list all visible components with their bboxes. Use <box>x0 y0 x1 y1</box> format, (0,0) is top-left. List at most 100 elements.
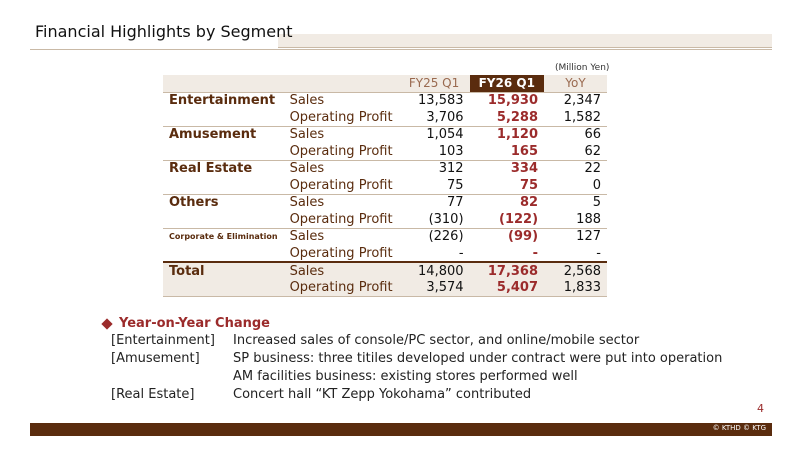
segment-table: FY25 Q1 FY26 Q1 YoY Entertainment Sales … <box>163 75 607 297</box>
row-item: Operating Profit <box>289 245 393 261</box>
cell-fy26: - <box>532 245 539 261</box>
notes-heading: Year-on-Year Change <box>119 316 270 331</box>
cell-fy26: (99) <box>469 227 545 245</box>
note-tag: [Entertainment] <box>111 333 215 348</box>
cell-yoy: 66 <box>544 125 607 143</box>
header-blank <box>163 75 399 92</box>
cell-fy25: 77 <box>398 193 470 211</box>
cell-yoy: 22 <box>544 159 607 177</box>
header-fy25: FY25 Q1 <box>398 75 470 92</box>
cell-fy26: 165 <box>510 143 539 159</box>
diamond-bullet-icon <box>101 317 113 330</box>
note-tag <box>103 368 233 385</box>
cell-yoy: - <box>596 245 601 261</box>
table-row: Amusement Sales 1,054 1,120 66 <box>163 125 607 143</box>
segment-name-blank <box>163 109 284 126</box>
segment-name: Corporate & Elimination <box>163 227 284 245</box>
note-text: Concert hall “KT Zepp Yokohama” contribu… <box>233 387 532 402</box>
row-item: Operating Profit <box>289 177 393 193</box>
row-item: Sales <box>283 193 399 211</box>
table-row: Operating Profit - - - <box>163 245 607 262</box>
cell-fy26: 82 <box>469 193 545 211</box>
cell-fy25: 3,574 <box>398 279 470 297</box>
cell-fy25: 1,054 <box>398 125 470 143</box>
segment-name-blank <box>163 143 284 160</box>
cell-fy26: 15,930 <box>469 91 545 109</box>
cell-fy26: 75 <box>519 177 539 193</box>
header-fy26: FY26 Q1 <box>469 75 545 92</box>
page-title: Financial Highlights by Segment <box>35 22 293 41</box>
table-row: Real Estate Sales 312 334 22 <box>163 159 607 177</box>
copyright: © KTHD © KTG <box>712 424 766 432</box>
footer-bar: © KTHD © KTG <box>30 423 772 436</box>
note-item: [Amusement] SP business: three titiles d… <box>103 350 722 367</box>
table-row: Operating Profit 3,706 5,288 1,582 <box>163 109 607 126</box>
table-row: Operating Profit 3,574 5,407 1,833 <box>163 279 607 297</box>
cell-yoy: 2,568 <box>544 261 607 279</box>
cell-yoy: 5 <box>544 193 607 211</box>
cell-yoy: 1,582 <box>563 109 601 125</box>
cell-fy26: 17,368 <box>469 261 545 279</box>
segment-name: Real Estate <box>163 159 284 177</box>
row-item: Operating Profit <box>289 211 393 227</box>
row-item: Operating Profit <box>289 109 393 125</box>
segment-name: Entertainment <box>163 91 284 109</box>
table-row: Total Sales 14,800 17,368 2,568 <box>163 261 607 279</box>
table-row: Corporate & Elimination Sales (226) (99)… <box>163 227 607 245</box>
segment-name-blank <box>163 245 284 262</box>
cell-yoy: 127 <box>544 227 607 245</box>
header-yoy: YoY <box>544 75 607 92</box>
cell-fy25: 312 <box>398 159 470 177</box>
unit-label: (Million Yen) <box>555 63 610 73</box>
cell-yoy: 62 <box>584 143 601 159</box>
segment-name-blank <box>163 211 284 228</box>
row-item: Operating Profit <box>283 279 399 297</box>
row-item: Operating Profit <box>289 143 393 159</box>
cell-yoy: 0 <box>592 177 601 193</box>
cell-fy25: 75 <box>446 177 464 193</box>
cell-fy26: 1,120 <box>469 125 545 143</box>
note-item: AM facilities business: existing stores … <box>103 368 722 385</box>
cell-fy26: (122) <box>499 211 539 227</box>
cell-fy26: 5,407 <box>469 279 545 297</box>
table-row: Operating Profit 103 165 62 <box>163 143 607 160</box>
cell-fy26: 334 <box>469 159 545 177</box>
note-text: Increased sales of console/PC sector, an… <box>233 333 640 348</box>
segment-name: Others <box>163 193 284 211</box>
title-bar <box>278 34 772 48</box>
cell-fy25: (226) <box>398 227 470 245</box>
cell-fy25: 13,583 <box>398 91 470 109</box>
cell-yoy: 2,347 <box>544 91 607 109</box>
page-number: 4 <box>757 402 764 415</box>
yoy-notes: Year-on-Year Change [Entertainment] Incr… <box>101 316 722 403</box>
note-tag: [Amusement] <box>111 351 200 366</box>
row-item: Sales <box>283 159 399 177</box>
note-tag: [Real Estate] <box>111 387 195 402</box>
table-header-row: FY25 Q1 FY26 Q1 YoY <box>163 75 607 92</box>
note-text: AM facilities business: existing stores … <box>233 369 578 384</box>
row-item: Sales <box>283 125 399 143</box>
segment-name-blank <box>163 279 284 297</box>
segment-name: Amusement <box>163 125 284 143</box>
cell-fy25: - <box>458 245 464 261</box>
cell-fy25: (310) <box>428 211 464 227</box>
note-item: [Real Estate] Concert hall “KT Zepp Yoko… <box>103 386 722 403</box>
table-row: Others Sales 77 82 5 <box>163 193 607 211</box>
cell-fy25: 103 <box>438 143 464 159</box>
table-row: Operating Profit (310) (122) 188 <box>163 211 607 228</box>
table-row: Entertainment Sales 13,583 15,930 2,347 <box>163 91 607 109</box>
title-rule <box>30 34 772 50</box>
segment-name-blank <box>163 177 284 194</box>
cell-yoy: 1,833 <box>544 279 607 297</box>
cell-fy25: 3,706 <box>426 109 464 125</box>
row-item: Sales <box>283 261 399 279</box>
cell-fy26: 5,288 <box>496 109 539 125</box>
note-item: [Entertainment] Increased sales of conso… <box>103 332 722 349</box>
note-text: SP business: three titiles developed und… <box>233 351 723 366</box>
row-item: Sales <box>283 227 399 245</box>
cell-yoy: 188 <box>576 211 601 227</box>
segment-name: Total <box>163 261 284 279</box>
cell-fy25: 14,800 <box>398 261 470 279</box>
row-item: Sales <box>283 91 399 109</box>
table-row: Operating Profit 75 75 0 <box>163 177 607 194</box>
